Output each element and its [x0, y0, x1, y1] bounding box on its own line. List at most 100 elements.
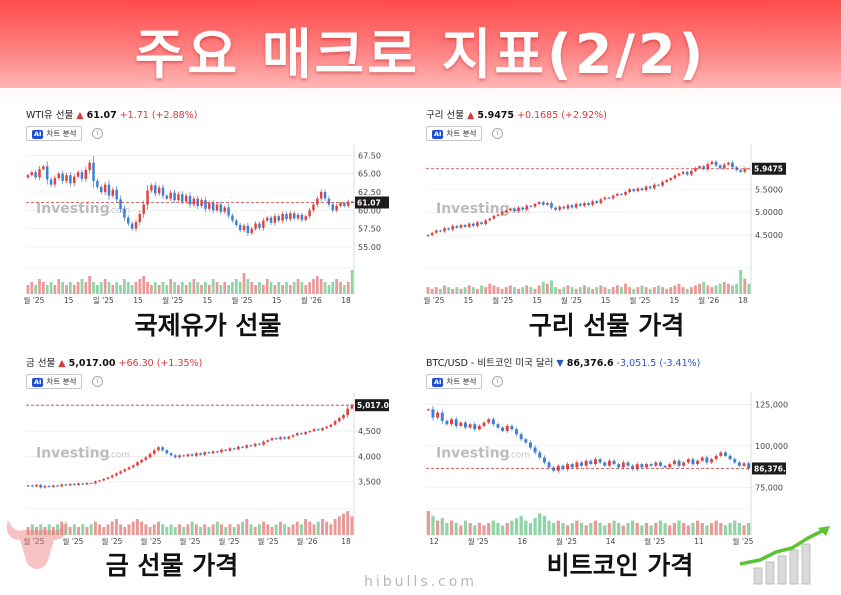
- candle-body: [517, 207, 520, 212]
- candle-body: [500, 212, 504, 215]
- price-change: +66.30: [118, 358, 154, 369]
- candle-body: [51, 485, 55, 487]
- ai-icon: AI: [432, 130, 444, 139]
- candle-body: [207, 452, 211, 454]
- x-tick-label: 14: [606, 537, 616, 545]
- volume-bar: [656, 285, 660, 294]
- volume-bar: [327, 285, 331, 294]
- volume-bar: [134, 282, 138, 294]
- candle-body: [710, 459, 714, 463]
- volume-bar: [215, 521, 219, 535]
- candle-body: [245, 445, 249, 448]
- current-price-badge: [355, 399, 389, 412]
- volume-bar: [747, 523, 751, 535]
- info-icon[interactable]: i: [492, 128, 503, 139]
- info-icon[interactable]: i: [92, 128, 103, 139]
- chart-analysis-button[interactable]: AI 차트 분석: [426, 374, 483, 389]
- candle-body: [115, 473, 118, 476]
- candle-body: [249, 445, 253, 447]
- candle-body: [626, 462, 630, 466]
- volume-bar: [232, 527, 236, 535]
- candle-body: [291, 435, 295, 437]
- volume-bar: [119, 285, 122, 294]
- candle-body: [593, 459, 597, 465]
- y-tick-label: 67.50: [358, 151, 381, 160]
- chart-panel-wti: WTI유 선물 ▲ 61.07 +1.71 (+2.88%) AI 차트 분석 i…: [22, 104, 394, 304]
- page-title: 주요 매크로 지표(2/2): [134, 23, 707, 86]
- candle-body: [43, 485, 47, 488]
- volume-bar: [188, 282, 192, 294]
- candle-body: [529, 205, 533, 207]
- volume-bar: [26, 527, 30, 535]
- candle-body: [215, 451, 219, 453]
- volume-bar: [513, 287, 516, 294]
- current-price-badge: [355, 196, 389, 209]
- x-tick-label: 15: [133, 296, 143, 304]
- volume-bar: [127, 524, 131, 535]
- volume-bar: [558, 288, 562, 294]
- candle-body: [53, 178, 57, 185]
- candle-body: [204, 200, 207, 209]
- candle-body: [173, 455, 177, 458]
- volume-bar: [51, 527, 55, 535]
- volume-bar: [68, 527, 72, 535]
- chart-analysis-label: 차트 분석: [446, 377, 477, 386]
- volume-bar: [726, 283, 730, 294]
- volume-bar: [575, 520, 579, 535]
- candle-body: [150, 185, 153, 191]
- candle-body: [554, 207, 557, 210]
- volume-bar: [342, 513, 345, 535]
- volume-bar: [528, 523, 533, 535]
- candle-body: [190, 454, 194, 456]
- y-tick-label: 5.0000: [755, 208, 783, 217]
- candle-body: [127, 467, 131, 470]
- candle-body: [706, 164, 710, 170]
- volume-bar: [694, 285, 697, 294]
- volume-bar: [331, 282, 335, 294]
- volume-bar: [265, 279, 269, 294]
- volume-bar: [587, 287, 590, 294]
- volume-bar: [190, 521, 194, 535]
- volume-bar: [138, 279, 142, 294]
- current-price-badge: [752, 162, 786, 175]
- candle-body: [673, 175, 677, 179]
- volume-bar: [152, 524, 156, 535]
- volume-bar: [663, 523, 667, 535]
- volume-bar: [691, 523, 695, 535]
- volume-bar: [508, 285, 512, 294]
- watermark-suffix: .com: [508, 451, 530, 461]
- chart-analysis-button[interactable]: AI 차트 분석: [26, 374, 83, 389]
- volume-bar: [504, 287, 508, 294]
- candle-body: [733, 459, 737, 463]
- candle-body: [77, 483, 80, 485]
- y-tick-label: 3,500: [358, 477, 381, 486]
- candle-body: [519, 434, 523, 440]
- instrument-name: 금 선물: [26, 358, 56, 369]
- chart-analysis-button[interactable]: AI 차트 분석: [26, 126, 83, 141]
- chart-analysis-button[interactable]: AI 차트 분석: [426, 126, 483, 141]
- volume-bar: [621, 525, 625, 535]
- candle-body: [312, 429, 316, 432]
- candle-body: [737, 462, 741, 466]
- volume-bar: [463, 287, 467, 294]
- volume-bar: [454, 523, 458, 535]
- candle-body: [696, 460, 700, 465]
- candle-body: [468, 424, 472, 428]
- volume-bar: [173, 282, 176, 294]
- candle-body: [308, 210, 311, 217]
- rising-chart-icon: [739, 526, 830, 585]
- volume-bar: [161, 282, 165, 294]
- candle-body: [30, 485, 34, 487]
- candle-body: [73, 176, 76, 184]
- candle-body: [702, 166, 706, 170]
- y-tick-label: 4,500: [358, 427, 381, 436]
- volume-bar: [106, 524, 110, 535]
- volume-bar: [467, 285, 471, 294]
- info-icon[interactable]: i: [92, 376, 103, 387]
- candle-body: [669, 178, 673, 181]
- volume-bar: [88, 276, 92, 294]
- volume-bar: [200, 285, 203, 294]
- info-icon[interactable]: i: [492, 376, 503, 387]
- x-tick-label: 일 '25: [93, 296, 114, 304]
- candle-body: [603, 197, 607, 200]
